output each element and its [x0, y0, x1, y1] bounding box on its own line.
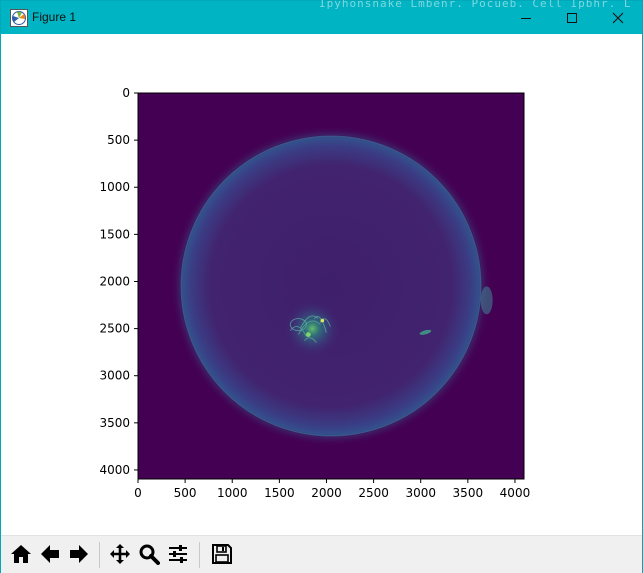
- title-bar[interactable]: Ipyhonsnake Lmbenr. Pocueb. Cell Ipbhr. …: [1, 0, 642, 34]
- close-button[interactable]: [595, 1, 641, 34]
- figure-canvas[interactable]: 0 500 1000 1500 2000 2500 3000 3500 4000 0 500 100…: [1, 34, 642, 535]
- home-icon: [11, 545, 31, 563]
- x-tick-label: 2000: [311, 486, 342, 500]
- floppy-disk-icon: [212, 544, 232, 564]
- back-button[interactable]: [36, 540, 64, 568]
- solar-limb: [180, 135, 482, 437]
- background-window-text: Ipyhonsnake Lmbenr. Pocueb. Cell Ipbhr. …: [319, 0, 632, 10]
- matplotlib-icon: [10, 9, 28, 27]
- y-tick-label: 1500: [99, 227, 130, 241]
- sliders-icon: [169, 545, 187, 563]
- y-axis-ticks: 0 500 1000 1500 2000 2500 3000 3500 4000: [99, 86, 138, 477]
- y-tick-label: 1000: [99, 180, 130, 194]
- y-tick-label: 0: [122, 86, 130, 100]
- y-tick-label: 500: [107, 133, 130, 147]
- minimize-button[interactable]: [503, 1, 549, 34]
- close-icon: [612, 12, 624, 23]
- solar-disk: [180, 135, 482, 437]
- zoom-button[interactable]: [135, 540, 163, 568]
- coronal-loop: [304, 337, 317, 343]
- x-tick-label: 0: [134, 486, 142, 500]
- toolbar-separator: [199, 542, 200, 568]
- toolbar-separator: [99, 542, 100, 568]
- minimize-icon: [521, 17, 531, 19]
- coronal-loop: [297, 320, 321, 335]
- y-tick-label: 2000: [99, 274, 130, 288]
- coronal-loop: [299, 315, 319, 329]
- move-icon: [110, 544, 130, 564]
- configure-subplots-button[interactable]: [164, 540, 192, 568]
- maximize-icon: [567, 12, 577, 23]
- arrow-left-icon: [41, 545, 59, 563]
- magnifier-icon: [139, 544, 160, 565]
- pan-button[interactable]: [106, 540, 134, 568]
- save-button[interactable]: [208, 540, 236, 568]
- image-plot: 0 500 1000 1500 2000 2500 3000 3500 4000 0 500 100…: [99, 86, 530, 500]
- y-tick-label: 3000: [99, 369, 130, 383]
- maximize-button[interactable]: [549, 1, 595, 34]
- loop-ring: [289, 318, 307, 332]
- y-tick-label: 3500: [99, 416, 130, 430]
- limb-feature: [480, 286, 493, 315]
- coronal-loop: [289, 325, 307, 337]
- x-tick-label: 500: [174, 486, 197, 500]
- active-region: [284, 300, 341, 357]
- x-tick-label: 3500: [453, 486, 484, 500]
- navigation-toolbar: [1, 535, 642, 573]
- x-tick-label: 2500: [358, 486, 389, 500]
- arrow-right-icon: [70, 545, 88, 563]
- home-button[interactable]: [7, 540, 35, 568]
- x-axis-ticks: 0 500 1000 1500 2000 2500 3000 3500 4000: [134, 479, 530, 500]
- y-tick-label: 4000: [99, 463, 130, 477]
- x-tick-label: 3000: [405, 486, 436, 500]
- y-tick-label: 2500: [99, 322, 130, 336]
- coronal-loop: [313, 316, 327, 333]
- forward-button[interactable]: [65, 540, 93, 568]
- x-tick-label: 4000: [500, 486, 531, 500]
- window-title: Figure 1: [32, 10, 77, 24]
- x-tick-label: 1500: [264, 486, 295, 500]
- x-tick-label: 1000: [217, 486, 248, 500]
- bright-point: [419, 329, 432, 335]
- plot-frame: [137, 92, 525, 480]
